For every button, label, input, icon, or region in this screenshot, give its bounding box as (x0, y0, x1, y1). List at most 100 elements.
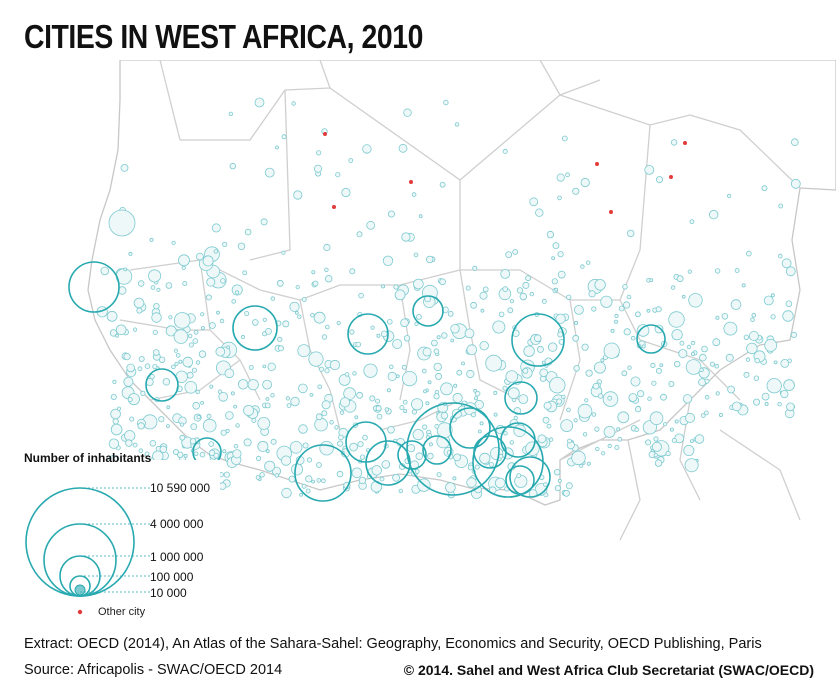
small-city-marker (321, 410, 328, 417)
small-city-marker (153, 303, 160, 310)
small-city-marker (213, 249, 218, 254)
small-city-marker (513, 415, 518, 420)
small-city-marker (400, 318, 409, 328)
small-city-marker (230, 391, 235, 396)
small-city-marker (546, 423, 552, 429)
small-city-marker (781, 258, 792, 269)
small-city-marker (321, 478, 326, 484)
small-city-marker (761, 185, 768, 192)
small-city-marker (289, 440, 303, 454)
small-city-marker (668, 311, 685, 328)
small-city-marker (479, 421, 484, 426)
small-city-marker (534, 483, 548, 496)
small-city-marker (572, 334, 580, 342)
small-city-marker (151, 312, 162, 323)
small-city-marker (311, 479, 316, 484)
small-city-marker (439, 181, 446, 188)
small-city-marker (264, 402, 271, 409)
small-city-marker (262, 364, 267, 369)
small-city-marker (597, 393, 604, 399)
small-city-marker (421, 368, 427, 374)
small-city-marker (783, 379, 795, 391)
small-city-marker (670, 139, 678, 146)
small-city-marker (228, 111, 233, 117)
small-city-marker (363, 363, 378, 378)
small-city-marker (325, 275, 333, 283)
small-city-marker (192, 401, 201, 410)
small-city-marker (244, 311, 250, 317)
small-city-marker (324, 267, 329, 272)
small-city-marker (406, 444, 416, 453)
small-city-marker (137, 280, 145, 287)
small-city-marker (770, 314, 776, 320)
small-city-marker (392, 338, 403, 349)
small-city-marker (123, 376, 134, 387)
small-city-marker (551, 278, 558, 285)
small-city-marker (548, 437, 554, 442)
small-city-marker (398, 488, 403, 494)
small-city-marker (753, 375, 760, 381)
small-city-marker (529, 291, 534, 297)
small-city-marker (647, 396, 652, 401)
small-city-marker (592, 382, 600, 390)
small-city-marker (594, 279, 606, 291)
small-city-marker (610, 328, 615, 333)
small-city-marker (415, 452, 424, 461)
small-city-marker (498, 311, 505, 318)
small-city-marker (754, 357, 760, 364)
small-city-marker (387, 425, 395, 434)
small-city-marker (301, 483, 307, 489)
small-city-marker (557, 251, 564, 258)
small-city-marker (120, 163, 129, 172)
small-city-marker (159, 445, 167, 453)
small-city-marker (403, 335, 411, 342)
small-city-marker (216, 310, 220, 315)
small-city-marker (308, 351, 324, 367)
small-city-marker (319, 441, 334, 456)
small-city-marker (593, 361, 606, 374)
small-city-marker (566, 294, 572, 300)
small-city-marker (209, 384, 214, 389)
small-city-marker (447, 310, 454, 317)
small-city-marker (176, 451, 184, 458)
city-aba (509, 456, 551, 498)
small-city-marker (255, 475, 261, 480)
small-city-marker (224, 368, 235, 379)
small-city-marker (778, 203, 784, 209)
small-city-marker (317, 384, 323, 390)
small-city-marker (195, 389, 200, 395)
small-city-marker (690, 439, 694, 444)
city-kano (511, 313, 565, 367)
small-city-marker (766, 378, 782, 394)
small-city-marker (433, 393, 440, 400)
small-city-marker (676, 275, 684, 283)
small-city-marker (745, 250, 752, 257)
small-city-marker (618, 305, 625, 312)
small-city-marker (158, 416, 165, 423)
small-city-marker (591, 412, 597, 417)
small-city-marker (316, 478, 322, 483)
small-city-marker (380, 284, 385, 289)
small-city-marker (259, 472, 265, 478)
small-city-marker (193, 451, 199, 457)
small-city-marker (218, 391, 229, 402)
small-city-marker (551, 256, 555, 261)
small-city-marker (285, 396, 290, 401)
small-city-marker (277, 336, 283, 342)
small-city-marker (751, 312, 757, 318)
small-city-marker (748, 330, 759, 341)
small-city-marker (669, 427, 674, 432)
small-city-marker (603, 425, 616, 438)
small-city-marker (561, 394, 566, 400)
small-city-marker (132, 442, 138, 448)
small-city-marker (281, 134, 287, 140)
small-city-marker (493, 390, 498, 395)
small-city-marker (622, 301, 631, 309)
small-city-marker (115, 324, 127, 336)
small-city-marker (312, 280, 319, 287)
small-city-marker (577, 403, 593, 419)
small-city-marker (195, 360, 201, 365)
legend-size-label: 1 000 000 (150, 550, 204, 564)
small-city-marker (574, 304, 584, 315)
legend-other-city-label: Other city (98, 606, 146, 618)
